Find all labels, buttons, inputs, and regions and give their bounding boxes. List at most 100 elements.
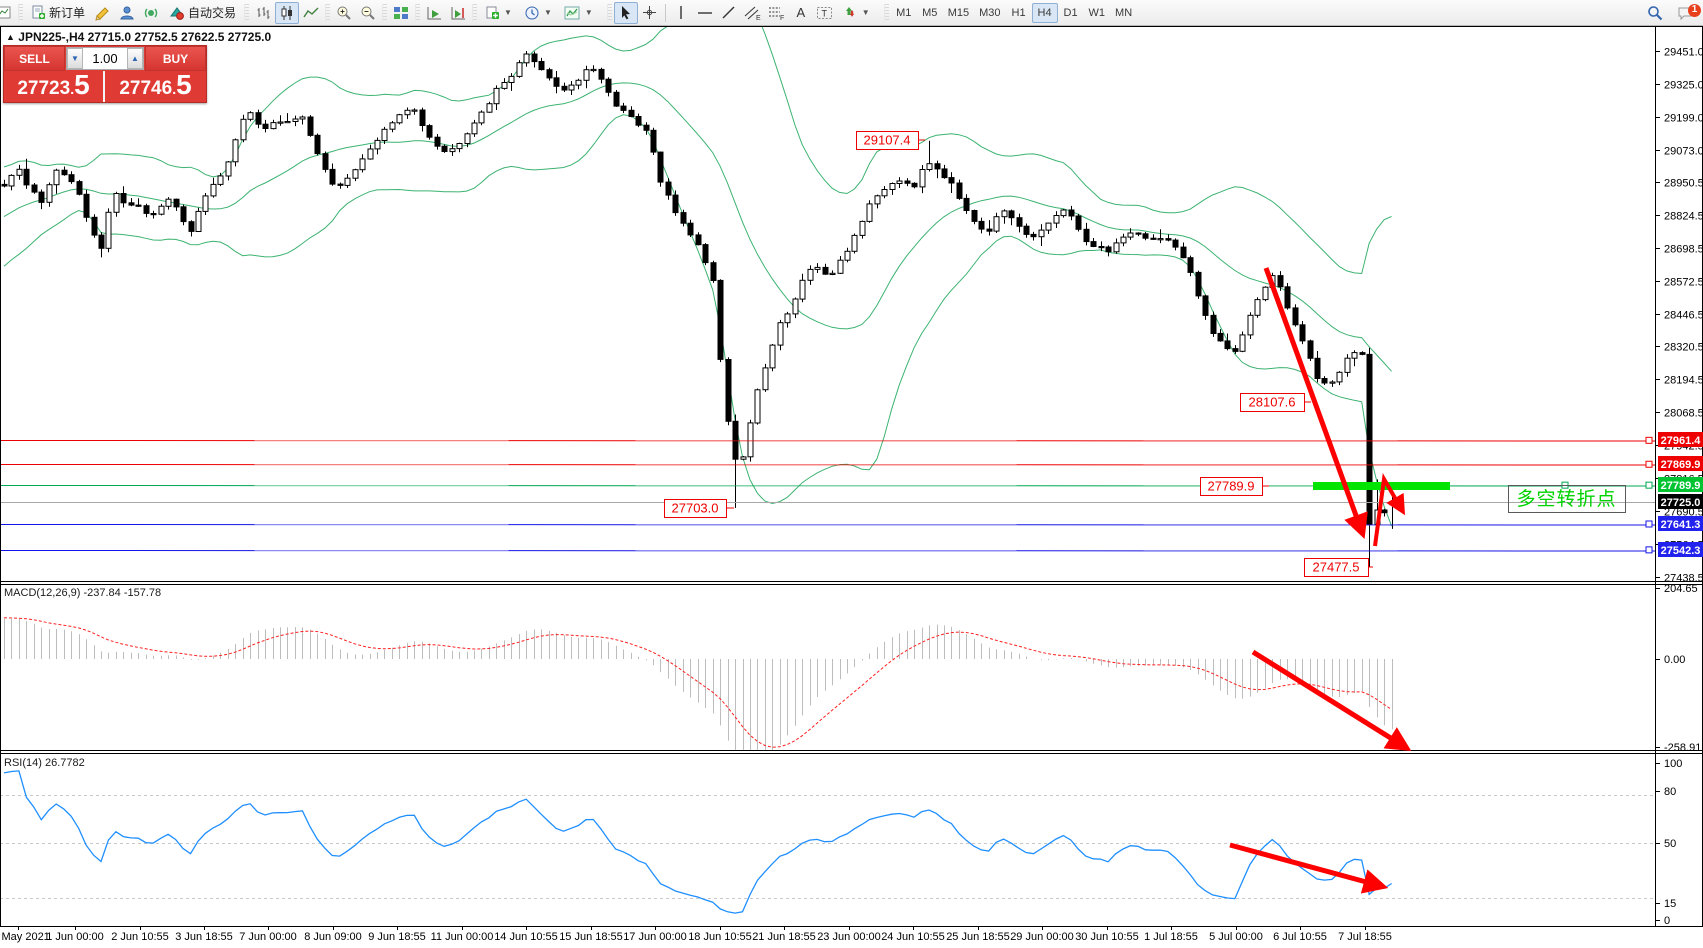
toolbar: 新订单 自动交易 [0,0,1703,26]
panel-borders [0,26,1703,927]
period-clock-dropdown[interactable]: ▼ [518,2,558,24]
level-line-27641.3 [0,524,1655,526]
svg-text:7 Jul 18:55: 7 Jul 18:55 [1338,931,1392,943]
equidistant-channel-tool[interactable]: E [741,2,765,24]
price-axis[interactable]: 29451.0 29325.0 29199.0 29073.0 28950.5 28824… [1655,47,1703,928]
timeframe-d1[interactable]: D1 [1063,6,1078,19]
notification-badge: 1 [1688,3,1701,17]
svg-text:28 May 2021: 28 May 2021 [0,931,50,943]
symbol-ohlc-text: JPN225-,H4 27715.0 27752.5 27622.5 27725… [18,30,272,44]
svg-text:23 Jun 00:00: 23 Jun 00:00 [817,931,881,943]
svg-text:-258.91: -258.91 [1664,742,1701,754]
trend-arrow[interactable] [1373,472,1406,547]
volume-increase-button[interactable]: ▲ [127,48,143,69]
text-tool[interactable]: A [796,5,806,20]
timeframe-m5[interactable]: M5 [922,6,938,19]
svg-text:8 Jun 09:00: 8 Jun 09:00 [304,931,362,943]
main-price-panel [0,27,1655,567]
timeframe-m15[interactable]: M15 [947,6,970,19]
buy-button[interactable]: BUY [145,46,206,71]
svg-text:27725.0: 27725.0 [1661,497,1701,509]
svg-text:6 Jul 10:55: 6 Jul 10:55 [1273,931,1327,943]
trendline-tool[interactable] [717,2,741,24]
svg-text:T: T [822,8,828,18]
svg-text:多空转折点: 多空转折点 [1516,488,1616,510]
signal-icon[interactable] [139,2,163,24]
bollinger-lower-band [3,114,1393,527]
auto-scroll-icon[interactable] [422,2,446,24]
timeframe-mn[interactable]: MN [1115,6,1133,19]
horizontal-line-tool[interactable] [693,2,717,24]
autotrade-button[interactable]: 自动交易 [163,2,242,24]
volume-stepper: ▼ ▲ [66,47,144,70]
timeframe-m30[interactable]: M30 [979,6,1001,19]
zoom-out-icon[interactable] [356,2,380,24]
rsi-line [3,770,1392,914]
svg-text:17 Jun 00:00: 17 Jun 00:00 [623,931,687,943]
sell-price[interactable]: 27723. 5 [4,71,105,102]
svg-text:27542.3: 27542.3 [1661,545,1701,557]
timeframe-h4[interactable]: H4 [1031,2,1058,23]
price-callout[interactable]: 28107.6 [1240,393,1312,412]
crosshair-tool[interactable] [638,2,662,24]
arrows-tool-dropdown[interactable]: ▼ [837,2,876,24]
volume-input[interactable] [83,48,127,69]
new-order-dropdown[interactable]: ▼ [479,2,518,24]
svg-text:27869.9: 27869.9 [1661,459,1701,471]
caret-down-icon: ▼ [543,8,552,17]
new-chart-icon[interactable] [0,2,16,24]
cursor-tool[interactable] [613,1,638,24]
new-order-icon [32,5,45,19]
bar-chart-type-icon[interactable] [251,2,275,24]
indicators-dropdown[interactable]: ▼ [558,2,599,24]
timeframe-h1[interactable]: H1 [1011,6,1026,19]
svg-text:28950.5: 28950.5 [1664,178,1703,190]
price-callout[interactable]: 29107.4 [856,131,926,150]
profile-icon[interactable] [115,2,139,24]
collapse-panel-icon[interactable]: ▲ [6,32,15,42]
svg-text:14 Jun 10:55: 14 Jun 10:55 [494,931,558,943]
fibonacci-tool[interactable]: F [765,2,789,24]
svg-text:30 Jun 10:55: 30 Jun 10:55 [1075,931,1139,943]
svg-text:24 Jun 10:55: 24 Jun 10:55 [881,931,945,943]
level-line-27542.3 [0,550,1655,552]
svg-text:50: 50 [1664,838,1676,850]
new-order-button[interactable]: 新订单 [25,2,91,24]
rsi-label: RSI(14) 26.7782 [4,757,85,769]
chart-shift-icon[interactable] [446,2,470,24]
svg-text:28194.5: 28194.5 [1664,375,1703,387]
tile-windows-icon[interactable] [389,2,413,24]
annotation-box[interactable]: 多空转折点 [1508,485,1626,513]
symbol-info[interactable]: ▲ JPN225-,H4 27715.0 27752.5 27622.5 277… [6,30,271,44]
svg-text:18 Jun 10:55: 18 Jun 10:55 [688,931,752,943]
trend-arrow[interactable] [1229,842,1389,894]
svg-text:204.65: 204.65 [1664,583,1698,595]
svg-text:28572.5: 28572.5 [1664,277,1703,289]
svg-text:27477.5: 27477.5 [1313,560,1360,575]
svg-text:27961.4: 27961.4 [1661,435,1702,447]
timeframe-w1[interactable]: W1 [1088,6,1106,19]
trend-arrow[interactable] [1251,649,1412,751]
crayon-icon[interactable] [91,2,115,24]
buy-price[interactable]: 27746. 5 [119,69,192,100]
caret-down-icon: ▼ [504,8,512,17]
notifications-chat-icon[interactable]: 1 [1673,2,1701,24]
line-chart-type-icon[interactable] [299,2,323,24]
svg-text:27690.5: 27690.5 [1664,507,1703,519]
price-callout[interactable]: 27703.0 [664,499,735,518]
zoom-in-icon[interactable] [332,2,356,24]
trend-arrow[interactable] [1263,267,1368,540]
autotrade-label: 自动交易 [188,6,237,20]
candlestick-chart-type-icon[interactable] [275,1,300,24]
svg-text:29199.0: 29199.0 [1664,113,1703,125]
volume-decrease-button[interactable]: ▼ [67,48,83,69]
text-label-tool[interactable]: T [813,2,837,24]
search-icon[interactable] [1643,2,1667,24]
price-callout[interactable]: 27789.9 [1200,477,1270,496]
price-callout[interactable]: 27477.5 [1304,558,1374,577]
vertical-line-tool[interactable] [669,2,693,24]
timeframe-m1[interactable]: M1 [896,6,912,19]
sell-button[interactable]: SELL [4,46,65,71]
